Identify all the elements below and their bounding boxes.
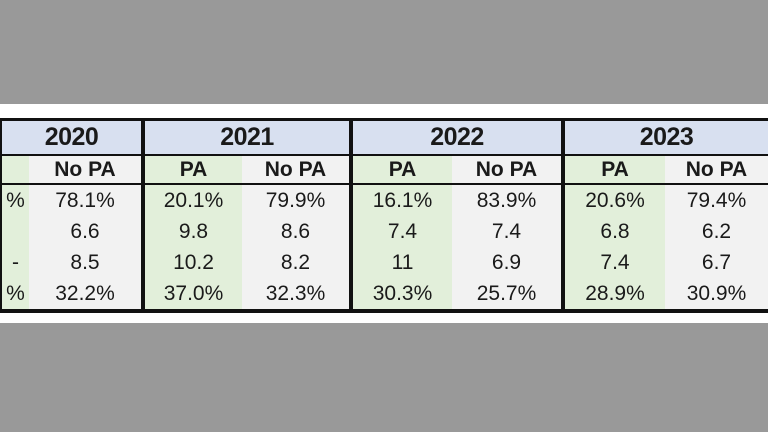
cell-2021-nopa-r1: 79.9%: [265, 189, 326, 212]
cell-2023-pa-r2: 6.8: [600, 220, 630, 243]
year-header-2021: 2021: [145, 121, 349, 154]
column-2023-nopa: No PA 79.4% 6.2 6.7 30.9%: [665, 156, 768, 309]
group-separator: [141, 121, 145, 309]
cell-2020-nopa-r1: 78.1%: [55, 189, 115, 212]
column-2021-pa: PA 20.1% 9.8 10.2 37.0%: [145, 156, 242, 309]
column-2022-nopa: No PA 83.9% 7.4 6.9 25.7%: [452, 156, 561, 309]
year-group-2023: 2023 PA 20.6% 6.8 7.4 28.9% No PA 79.4% …: [565, 121, 768, 309]
cell-2022-nopa-r4: 25.7%: [476, 282, 537, 305]
group-separator: [561, 121, 565, 309]
cell-2022-nopa-r2: 7.4: [491, 220, 522, 243]
column-2023-pa: PA 20.6% 6.8 7.4 28.9%: [565, 156, 665, 309]
cell-2021-pa-r1: 20.1%: [163, 189, 224, 212]
cell-2023-pa-r4: 28.9%: [585, 282, 645, 305]
cell-2023-nopa-r4: 30.9%: [686, 282, 747, 305]
year-group-2021: 2021 PA 20.1% 9.8 10.2 37.0% No PA 79.9%…: [145, 121, 349, 309]
subheader-pa: PA: [353, 156, 452, 185]
divider: [2, 154, 141, 156]
cell-2021-pa-r2: 9.8: [178, 220, 209, 243]
cell-2020-pa-r2: [2, 216, 29, 247]
cell-2023-pa-r1: 20.6%: [585, 189, 645, 212]
cell-2022-nopa-r3: 6.9: [491, 251, 522, 274]
table-left-border: [0, 121, 2, 309]
cell-2020-pa-r4: %: [6, 282, 25, 305]
year-group-2022: 2022 PA 16.1% 7.4 11 30.3% No PA 83.9% 7…: [353, 121, 561, 309]
cell-2022-pa-r2: 7.4: [387, 220, 418, 243]
divider: [353, 154, 561, 156]
cell-2023-nopa-r2: 6.2: [701, 220, 732, 243]
cell-2022-pa-r1: 16.1%: [372, 189, 433, 212]
pa-comparison-table: 2020 % - % No PA 78.1% 6.6 8.5 32.2% 202…: [0, 118, 768, 313]
cell-2023-pa-r3: 7.4: [600, 251, 630, 274]
column-2020-nopa: No PA 78.1% 6.6 8.5 32.2%: [29, 156, 141, 309]
cell-2020-pa-r3: -: [12, 251, 19, 274]
subheader-pa: PA: [565, 156, 665, 185]
divider: [565, 154, 768, 156]
year-header-2023: 2023: [565, 121, 768, 154]
cell-2020-nopa-r3: 8.5: [70, 251, 100, 274]
cell-2020-nopa-r4: 32.2%: [55, 282, 115, 305]
cell-2022-pa-r3: 11: [391, 251, 414, 274]
cell-2020-nopa-r2: 6.6: [70, 220, 100, 243]
cell-2022-nopa-r1: 83.9%: [476, 189, 537, 212]
cell-2021-pa-r3: 10.2: [173, 251, 214, 274]
cell-2022-pa-r4: 30.3%: [372, 282, 433, 305]
subheader-nopa: No PA: [29, 156, 141, 185]
cell-2021-nopa-r2: 8.6: [280, 220, 311, 243]
column-2020-pa-cropped: % - %: [2, 156, 29, 309]
cell-2020-pa-r1: %: [6, 189, 25, 212]
group-separator: [349, 121, 353, 309]
subheader-pa: PA: [145, 156, 242, 185]
cell-2021-nopa-r4: 32.3%: [265, 282, 326, 305]
year-header-2020: 2020: [2, 121, 141, 154]
subheader-nopa: No PA: [665, 156, 768, 185]
subheader-nopa: No PA: [452, 156, 561, 185]
cell-2023-nopa-r3: 6.7: [701, 251, 732, 274]
cell-2021-pa-r4: 37.0%: [163, 282, 224, 305]
year-header-2022: 2022: [353, 121, 561, 154]
subheader-nopa: No PA: [242, 156, 349, 185]
divider: [145, 154, 349, 156]
cell-2023-nopa-r1: 79.4%: [686, 189, 747, 212]
column-2022-pa: PA 16.1% 7.4 11 30.3%: [353, 156, 452, 309]
cell-2021-nopa-r3: 8.2: [280, 251, 311, 274]
column-2021-nopa: No PA 79.9% 8.6 8.2 32.3%: [242, 156, 349, 309]
year-group-2020: 2020 % - % No PA 78.1% 6.6 8.5 32.2%: [2, 121, 141, 309]
subheader-pa: [2, 156, 29, 185]
